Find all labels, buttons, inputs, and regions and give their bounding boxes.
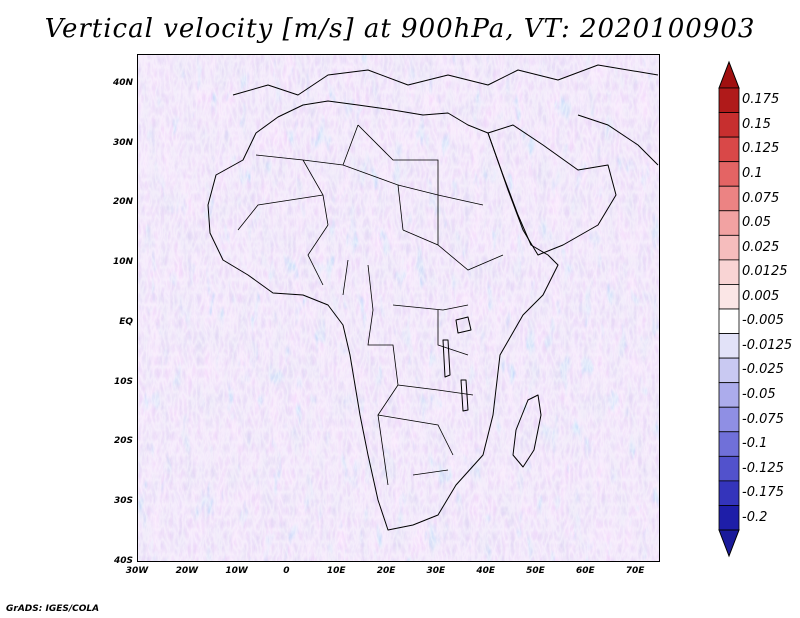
colorbar-swatch bbox=[718, 87, 740, 113]
lake-tanganyika bbox=[442, 339, 451, 378]
colorbar-level-label: 0.0125 bbox=[742, 264, 788, 280]
colorbar-bottom-arrow bbox=[718, 529, 740, 558]
lon-tick-label: 50E bbox=[526, 566, 545, 576]
lat-tick-label: EQ bbox=[119, 316, 133, 327]
colorbar-level-label: -0.0125 bbox=[742, 337, 793, 353]
colorbar-swatch bbox=[718, 112, 740, 138]
colorbar-swatch bbox=[718, 259, 740, 285]
lon-tick-label: 10E bbox=[326, 566, 346, 576]
colorbar-level-label: 0.075 bbox=[742, 190, 780, 206]
colorbar-swatch bbox=[718, 406, 740, 433]
coastlines bbox=[207, 64, 659, 531]
lon-tick-label: 70E bbox=[625, 566, 645, 576]
colorbar-level-label: 0.125 bbox=[742, 141, 780, 157]
colorbar-level-label: 0.005 bbox=[742, 288, 780, 304]
colorbar-level-label: -0.1 bbox=[742, 436, 768, 452]
lon-tick-label: 10W bbox=[225, 566, 248, 576]
europe-coastline bbox=[232, 64, 659, 96]
colorbar-swatch bbox=[718, 185, 740, 212]
africa-coastline bbox=[207, 100, 559, 531]
colorbar-top-arrow bbox=[718, 60, 740, 89]
lat-tick-label: 30N bbox=[112, 137, 133, 148]
lake-malawi bbox=[460, 379, 469, 412]
arabia-coastline bbox=[487, 124, 617, 256]
lat-tick-label: 20N bbox=[112, 197, 133, 208]
lon-tick-label: 20W bbox=[175, 566, 199, 576]
colorbar-swatch bbox=[718, 505, 740, 531]
colorbar-level-label: 0.175 bbox=[742, 92, 780, 108]
lat-tick-label: 10N bbox=[112, 257, 133, 268]
grads-credit: GrADS: IGES/COLA bbox=[6, 604, 100, 614]
plot-title: Vertical velocity [m/s] at 900hPa, VT: 2… bbox=[44, 14, 756, 44]
colorbar-swatch bbox=[718, 382, 740, 408]
colorbar-level-label: 0.1 bbox=[742, 165, 763, 181]
colorbar-swatch bbox=[718, 136, 740, 163]
colorbar-swatch bbox=[718, 161, 740, 187]
colorbar-swatch bbox=[718, 308, 740, 334]
lake-victoria bbox=[455, 316, 472, 334]
colorbar-level-label: 0.025 bbox=[742, 239, 780, 255]
colorbar-swatch bbox=[718, 284, 740, 310]
colorbar-swatch bbox=[718, 210, 740, 236]
lat-tick-label: 40N bbox=[112, 77, 133, 88]
lon-tick-label: 30W bbox=[125, 566, 149, 576]
colorbar-swatch bbox=[718, 234, 740, 261]
colorbar-level-label: -0.125 bbox=[742, 460, 784, 476]
colorbar-swatch bbox=[718, 480, 740, 506]
colorbar-level-label: -0.025 bbox=[742, 362, 784, 378]
colorbar-swatch bbox=[718, 431, 740, 457]
colorbar-swatch bbox=[718, 357, 740, 384]
lon-tick-label: 30E bbox=[426, 566, 446, 576]
colorbar-swatch bbox=[718, 455, 740, 482]
lat-tick-label: 10S bbox=[113, 376, 133, 387]
velocity-streaks bbox=[138, 55, 659, 561]
asia-coastline bbox=[577, 114, 659, 166]
lon-tick-label: 60E bbox=[575, 566, 595, 576]
map-canvas bbox=[138, 55, 659, 561]
lat-tick-label: 30S bbox=[113, 496, 133, 507]
colorbar-level-label: -0.2 bbox=[742, 509, 768, 525]
colorbar-level-label: 0.15 bbox=[742, 116, 771, 132]
lat-tick-label: 40S bbox=[113, 556, 133, 566]
country-borders bbox=[237, 124, 504, 486]
map-panel bbox=[137, 54, 660, 562]
lon-tick-label: 0 bbox=[283, 566, 290, 576]
colorbar-level-label: -0.075 bbox=[742, 411, 784, 427]
colorbar-level-label: -0.005 bbox=[742, 313, 784, 329]
colorbar-level-label: 0.05 bbox=[742, 215, 771, 231]
colorbar-level-label: -0.05 bbox=[742, 386, 776, 402]
colorbar-level-label: -0.175 bbox=[742, 485, 784, 501]
lon-tick-label: 40E bbox=[476, 566, 495, 576]
colorbar bbox=[718, 60, 740, 558]
colorbar-swatch bbox=[718, 333, 740, 359]
lat-tick-label: 20S bbox=[113, 436, 133, 447]
madagascar-coastline bbox=[512, 394, 542, 468]
lon-tick-label: 20E bbox=[376, 566, 396, 576]
border-lines bbox=[237, 124, 504, 486]
